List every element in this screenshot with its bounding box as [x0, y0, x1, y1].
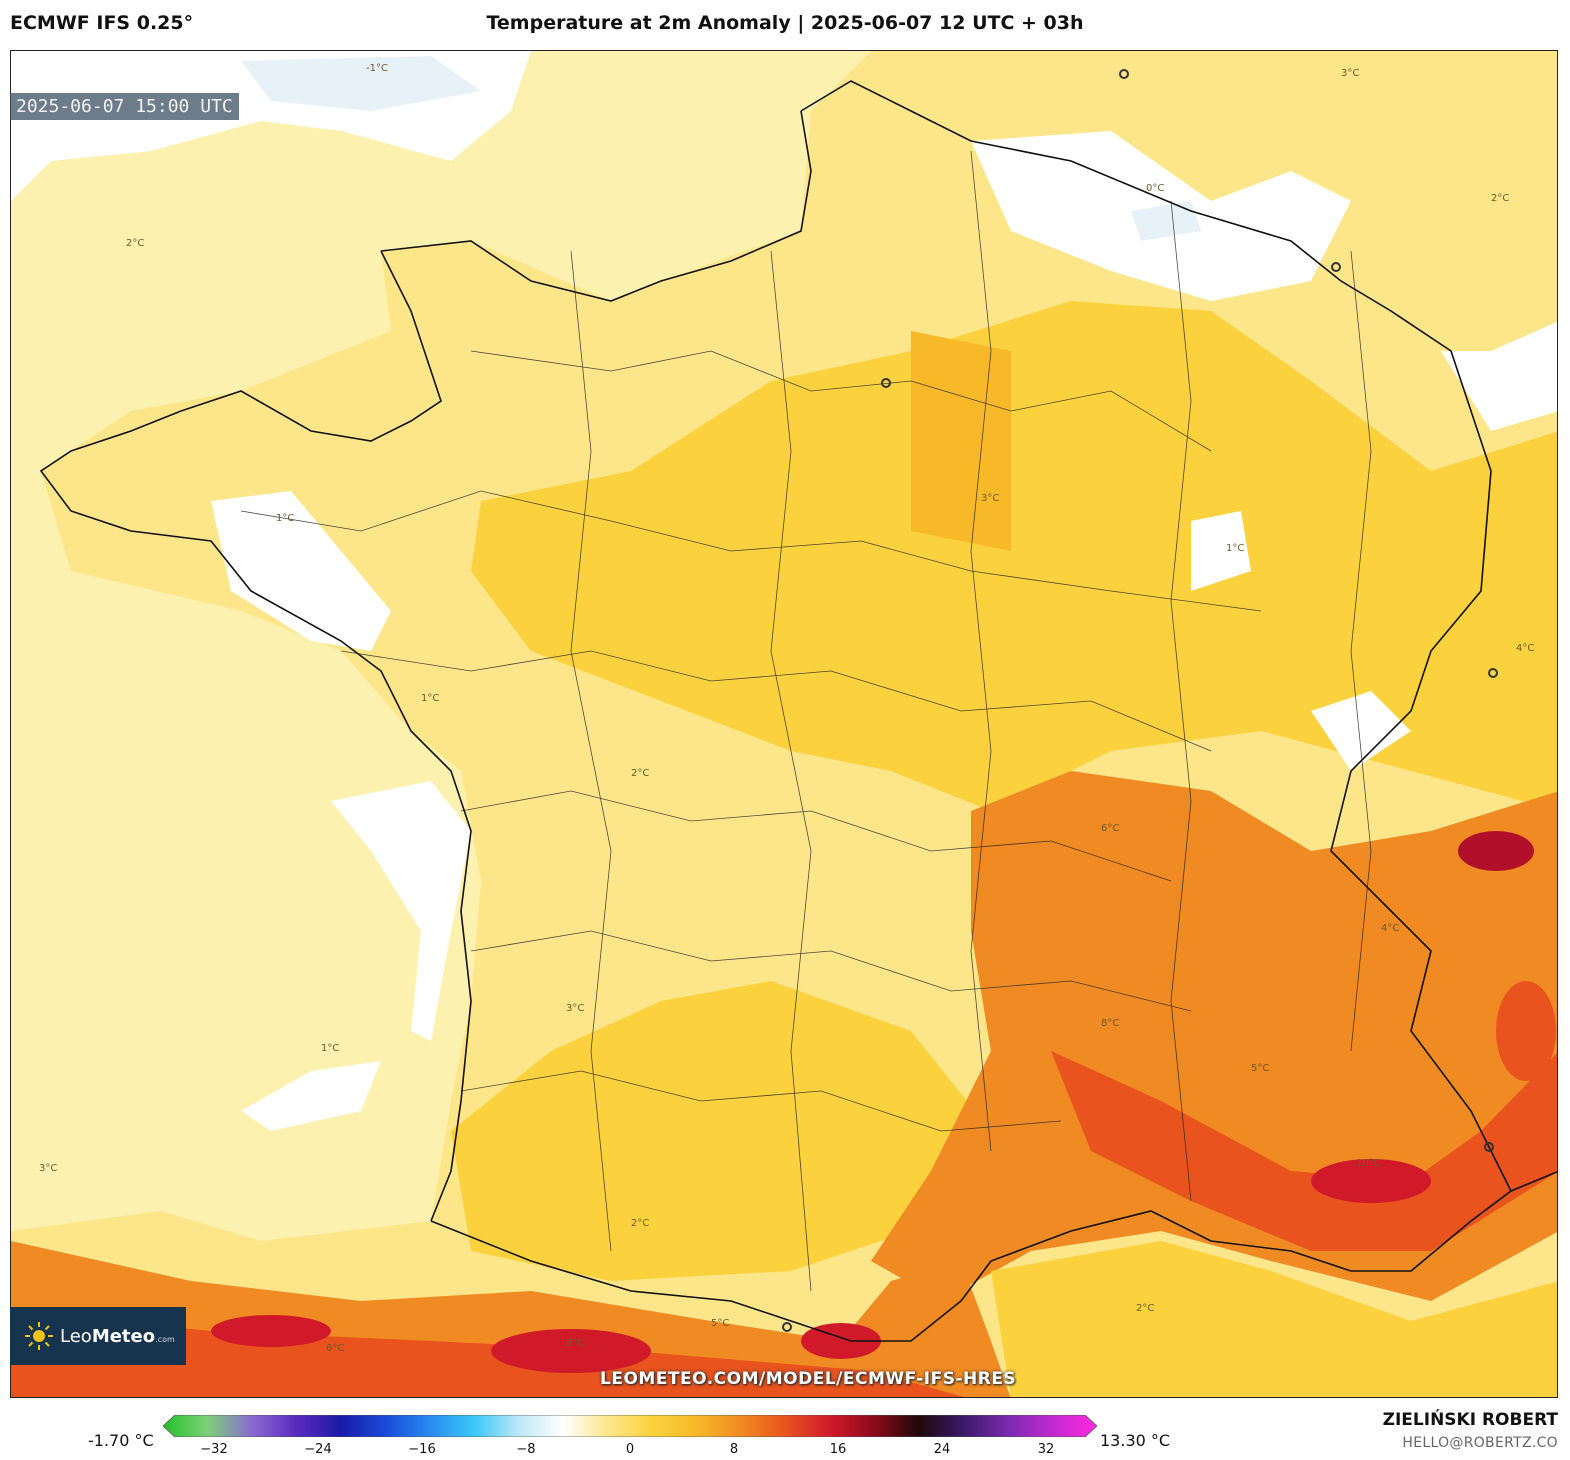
contour-label: 6°C: [326, 1343, 344, 1354]
contour-label: 8°C: [1101, 1018, 1119, 1029]
cool-patch-atlantic-coast: [331, 781, 471, 1041]
contour-label: 4°C: [1516, 643, 1534, 654]
hotter-region-coast: [1051, 1051, 1557, 1251]
city-marker-andorra: [782, 1322, 792, 1332]
contour-label: 3°C: [981, 493, 999, 504]
contour-label: 2°C: [1136, 1303, 1154, 1314]
cool-patch-channel: [241, 56, 481, 111]
source-watermark: LEOMETEO.COM/MODEL/ECMWF-IFS-HRES: [600, 1369, 1017, 1389]
contour-label: 4°C: [1381, 923, 1399, 934]
cool-patch-vosges: [1191, 511, 1251, 591]
warm-patch-east: [911, 331, 1011, 551]
colorbar-tick-label: 32: [1037, 1442, 1055, 1457]
valid-time-badge: 2025-06-07 15:00 UTC: [10, 93, 239, 120]
hottest-spot-spain-central: [491, 1329, 651, 1373]
east-border: [800, 80, 1512, 1192]
hottest-spot-spain-east: [801, 1323, 881, 1359]
city-marker-luxembourg: [1331, 262, 1341, 272]
colorbar-tick-label: 24: [933, 1442, 951, 1457]
contour-label: 10°C: [1356, 1158, 1381, 1169]
cool-patch-biscay: [241, 1061, 381, 1131]
contour-label: 2°C: [631, 1218, 649, 1229]
map-canvas: 2°C 1°C 1°C 2°C 1°C 3°C 2°C 3°C 4°C 5°C …: [11, 51, 1557, 1397]
contour-label: 1°C: [421, 693, 439, 704]
contour-label: 3°C: [1341, 68, 1359, 79]
city-marker-paris: [881, 378, 891, 388]
hot-spot-italy: [1496, 981, 1556, 1081]
logo-text: LeoMeteo.com: [60, 1325, 175, 1347]
contour-label: 2°C: [1491, 193, 1509, 204]
contour-label: 1°C: [1226, 543, 1244, 554]
colorbar-tick-label: −8: [516, 1442, 536, 1457]
city-marker-nice: [1484, 1142, 1494, 1152]
colorbar-min-label: -1.70 °C: [88, 1431, 154, 1450]
contour-label: 5°C: [1251, 1063, 1269, 1074]
map-title: Temperature at 2m Anomaly | 2025-06-07 1…: [486, 12, 1084, 34]
contour-label: 1°C: [276, 513, 294, 524]
hottest-spot-provence: [1311, 1159, 1431, 1203]
model-name: ECMWF IFS 0.25°: [10, 12, 194, 34]
region-borders: [240, 150, 1372, 1292]
leometeo-logo[interactable]: LeoMeteo.com: [10, 1307, 186, 1365]
colorbar-max-label: 13.30 °C: [1100, 1431, 1171, 1450]
city-markers: [782, 69, 1498, 1332]
colorbar-tick-label: 8: [729, 1442, 739, 1457]
warm-region-southwest: [451, 981, 991, 1281]
contour-label: 2°C: [631, 768, 649, 779]
south-coast-and-border: [430, 1170, 1557, 1342]
colorbar-tick-label: 0: [625, 1442, 635, 1457]
contour-label: 6°C: [1101, 823, 1119, 834]
colorbar-tick-label: −24: [304, 1442, 332, 1457]
colorbar-tick-label: −16: [408, 1442, 436, 1457]
warm-region-central: [471, 301, 1557, 811]
contour-label: 8°C: [566, 1338, 584, 1349]
hotter-region-spain: [11, 1311, 964, 1397]
sun-icon: [25, 1322, 53, 1350]
contour-label: 3°C: [39, 1163, 57, 1174]
cool-patch-jura: [1311, 691, 1411, 771]
atlantic-coastline: [39, 250, 472, 1222]
city-marker-geneva: [1488, 668, 1498, 678]
colorbar-ticks: −32 −24 −16 −8 0 8 16 24 32: [0, 1442, 1570, 1460]
contour-labels: 2°C 1°C 1°C 2°C 1°C 3°C 2°C 3°C 4°C 5°C …: [39, 63, 1534, 1354]
colorbar-bar: [163, 1415, 1097, 1437]
author-name: ZIELIŃSKI ROBERT: [1382, 1410, 1558, 1430]
colorbar: [163, 1415, 1097, 1437]
cool-patch-brittany: [211, 491, 391, 651]
channel-coastline: [380, 110, 812, 302]
contour-label: 1°C: [321, 1043, 339, 1054]
contour-label: 3°C: [566, 1003, 584, 1014]
author-email[interactable]: HELLO@ROBERTZ.CO: [1402, 1435, 1558, 1451]
contour-label: -1°C: [366, 63, 388, 74]
colorbar-tick-label: 16: [829, 1442, 847, 1457]
city-marker-brussels: [1119, 69, 1129, 79]
contour-label: 0°C: [1146, 183, 1164, 194]
hottest-spot-spain-west: [211, 1315, 331, 1347]
cool-patch-germany: [1441, 321, 1557, 431]
contour-label: 5°C: [711, 1318, 729, 1329]
hottest-spot-alps: [1458, 831, 1534, 871]
colorbar-tick-label: −32: [200, 1442, 228, 1457]
mediterranean-sea: [991, 1241, 1557, 1397]
cool-patch-light-blue: [1131, 201, 1201, 241]
anomaly-map: 2°C 1°C 1°C 2°C 1°C 3°C 2°C 3°C 4°C 5°C …: [10, 50, 1558, 1398]
contour-label: 2°C: [126, 238, 144, 249]
